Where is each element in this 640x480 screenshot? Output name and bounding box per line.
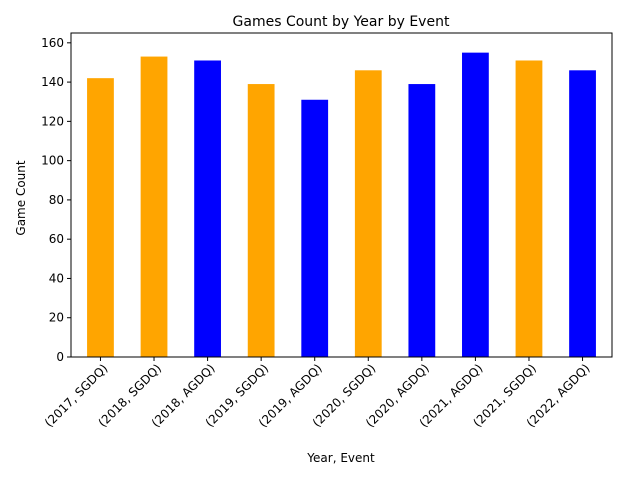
y-tick-label-7: 140	[41, 75, 64, 89]
y-tick-label-3: 60	[49, 232, 64, 246]
y-tick-label-5: 100	[41, 154, 64, 168]
bar-6	[408, 84, 436, 358]
y-tick-label-4: 80	[49, 193, 64, 207]
chart-title: Games Count by Year by Event	[233, 14, 450, 30]
y-tick-label-6: 120	[41, 114, 64, 128]
bar-9	[569, 70, 596, 358]
x-axis: (2017, SGDQ)(2018, SGDQ)(2018, AGDQ)(201…	[42, 357, 593, 430]
bar-8	[515, 60, 543, 358]
bar-1	[140, 56, 168, 358]
bar-2	[194, 60, 221, 358]
y-axis-label: Game Count	[14, 160, 28, 235]
y-tick-label-0: 0	[56, 350, 64, 364]
bar-0	[87, 78, 114, 357]
bar-3	[247, 84, 275, 358]
y-axis: 0 20 40 60 80 100 120 140 160	[41, 36, 71, 364]
y-tick-label-8: 160	[41, 36, 64, 50]
plot-frame	[70, 32, 613, 358]
bar-5	[354, 70, 382, 358]
y-tick-label-1: 20	[49, 311, 64, 325]
bar-4	[301, 99, 329, 357]
bar-7	[462, 52, 489, 358]
x-axis-label: Year, Event	[306, 451, 375, 465]
bars-group	[87, 52, 596, 358]
y-tick-label-2: 40	[49, 271, 64, 285]
